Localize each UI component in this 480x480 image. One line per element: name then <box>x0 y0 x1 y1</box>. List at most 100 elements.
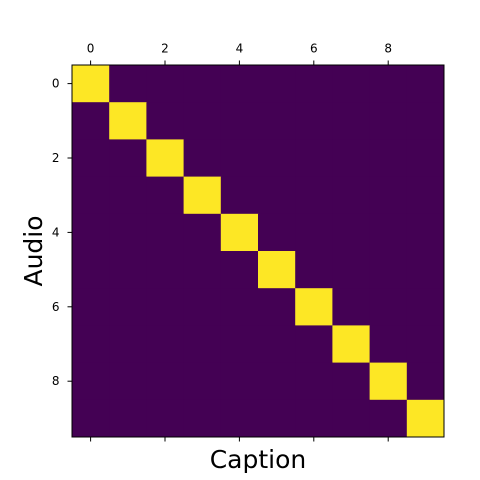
heatmap-cell-7-5 <box>258 325 296 364</box>
y-tick-label-8: 8 <box>52 374 60 388</box>
heatmap-cell-8-1 <box>109 362 147 401</box>
heatmap-cell-9-7 <box>332 399 371 438</box>
heatmap-cell-4-7 <box>332 213 371 252</box>
heatmap-cell-0-8 <box>369 65 408 103</box>
heatmap-cell-8-9 <box>406 362 445 401</box>
heatmap-cell-4-1 <box>109 213 147 252</box>
x-tick-label-8: 8 <box>384 42 392 56</box>
plot-frame <box>71 64 445 438</box>
heatmap-cell-5-0 <box>72 251 110 289</box>
heatmap-cell-5-3 <box>183 251 222 289</box>
heatmap-cell-2-3 <box>183 139 222 178</box>
heatmap-cell-3-0 <box>72 176 110 215</box>
heatmap-cell-1-2 <box>146 102 185 140</box>
heatmap-cell-1-8 <box>369 102 408 140</box>
heatmap-cell-7-2 <box>146 325 185 364</box>
heatmap-cell-0-1 <box>109 65 147 103</box>
heatmap-cell-6-0 <box>72 288 110 326</box>
heatmap-cell-1-7 <box>332 102 371 140</box>
heatmap-cell-9-9 <box>406 399 445 438</box>
heatmap-cell-2-4 <box>220 139 259 178</box>
heatmap-cell-2-6 <box>295 139 333 178</box>
heatmap-cell-9-0 <box>72 399 110 438</box>
heatmap-cell-1-5 <box>258 102 296 140</box>
heatmap-cell-4-6 <box>295 213 333 252</box>
heatmap-cell-7-1 <box>109 325 147 364</box>
heatmap-cell-9-8 <box>369 399 408 438</box>
heatmap-cell-7-9 <box>406 325 445 364</box>
heatmap-cell-3-5 <box>258 176 296 215</box>
heatmap-cell-9-4 <box>220 399 259 438</box>
heatmap-cell-6-2 <box>146 288 185 326</box>
heatmap-cell-1-4 <box>220 102 259 140</box>
heatmap-cell-1-9 <box>406 102 445 140</box>
heatmap-cell-2-5 <box>258 139 296 178</box>
heatmap-cell-0-0 <box>72 65 110 103</box>
heatmap-cell-3-9 <box>406 176 445 215</box>
heatmap-cell-5-9 <box>406 251 445 289</box>
heatmap-cell-5-8 <box>369 251 408 289</box>
heatmap-cell-4-8 <box>369 213 408 252</box>
heatmap-cell-2-7 <box>332 139 371 178</box>
heatmap-cell-7-6 <box>295 325 333 364</box>
heatmap-cell-0-6 <box>295 65 333 103</box>
heatmap-cell-1-1 <box>109 102 147 140</box>
heatmap-cell-6-9 <box>406 288 445 326</box>
heatmap-cell-3-1 <box>109 176 147 215</box>
heatmap-cell-3-3 <box>183 176 222 215</box>
heatmap-cell-1-0 <box>72 102 110 140</box>
x-tick-label-4: 4 <box>236 42 244 56</box>
x-axis-label: Caption <box>210 445 307 474</box>
heatmap-cell-2-9 <box>406 139 445 178</box>
heatmap-cell-5-6 <box>295 251 333 289</box>
heatmap-cell-6-3 <box>183 288 222 326</box>
y-axis-label: Audio <box>19 215 48 286</box>
x-tick-label-0: 0 <box>87 42 95 56</box>
heatmap-cell-0-9 <box>406 65 445 103</box>
heatmap-cell-5-7 <box>332 251 371 289</box>
heatmap-cell-8-0 <box>72 362 110 401</box>
heatmap-cell-9-1 <box>109 399 147 438</box>
heatmap-cell-4-2 <box>146 213 185 252</box>
heatmap-cell-3-8 <box>369 176 408 215</box>
heatmap-cell-0-4 <box>220 65 259 103</box>
axis-ticks: 0 2 4 6 8 0 2 4 6 8 <box>52 42 392 442</box>
heatmap-cell-2-0 <box>72 139 110 178</box>
heatmap-cell-9-6 <box>295 399 333 438</box>
heatmap-cell-6-4 <box>220 288 259 326</box>
heatmap-cell-2-2 <box>146 139 185 178</box>
heatmap-cell-8-7 <box>332 362 371 401</box>
heatmap-cell-5-4 <box>220 251 259 289</box>
heatmap-cell-3-6 <box>295 176 333 215</box>
heatmap-cell-5-1 <box>109 251 147 289</box>
heatmap-cell-0-3 <box>183 65 222 103</box>
y-tick-label-2: 2 <box>52 151 60 165</box>
heatmap-cell-9-2 <box>146 399 185 438</box>
heatmap-cell-8-4 <box>220 362 259 401</box>
heatmap-cell-6-8 <box>369 288 408 326</box>
heatmap-cell-6-6 <box>295 288 333 326</box>
heatmap-cell-8-8 <box>369 362 408 401</box>
heatmap-cell-7-3 <box>183 325 222 364</box>
heatmap-cell-7-7 <box>332 325 371 364</box>
heatmap-cell-1-3 <box>183 102 222 140</box>
heatmap-cell-4-9 <box>406 213 445 252</box>
heatmap-cell-6-7 <box>332 288 371 326</box>
heatmap-cell-6-1 <box>109 288 147 326</box>
y-tick-label-4: 4 <box>52 225 60 239</box>
heatmap-cell-2-1 <box>109 139 147 178</box>
heatmap-cell-5-5 <box>258 251 296 289</box>
heatmap-cell-7-0 <box>72 325 110 364</box>
heatmap-cell-3-7 <box>332 176 371 215</box>
heatmap-cell-1-6 <box>295 102 333 140</box>
heatmap-cell-3-4 <box>220 176 259 215</box>
y-tick-label-6: 6 <box>52 300 60 314</box>
heatmap-cell-8-5 <box>258 362 296 401</box>
heatmap-cell-2-8 <box>369 139 408 178</box>
heatmap-cell-6-5 <box>258 288 296 326</box>
x-tick-label-2: 2 <box>161 42 169 56</box>
heatmap-cell-0-5 <box>258 65 296 103</box>
heatmap-cell-0-2 <box>146 65 185 103</box>
